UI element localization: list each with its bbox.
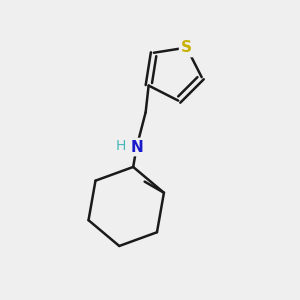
Text: S: S: [181, 40, 192, 55]
Text: H: H: [116, 139, 126, 152]
Text: N: N: [130, 140, 143, 154]
